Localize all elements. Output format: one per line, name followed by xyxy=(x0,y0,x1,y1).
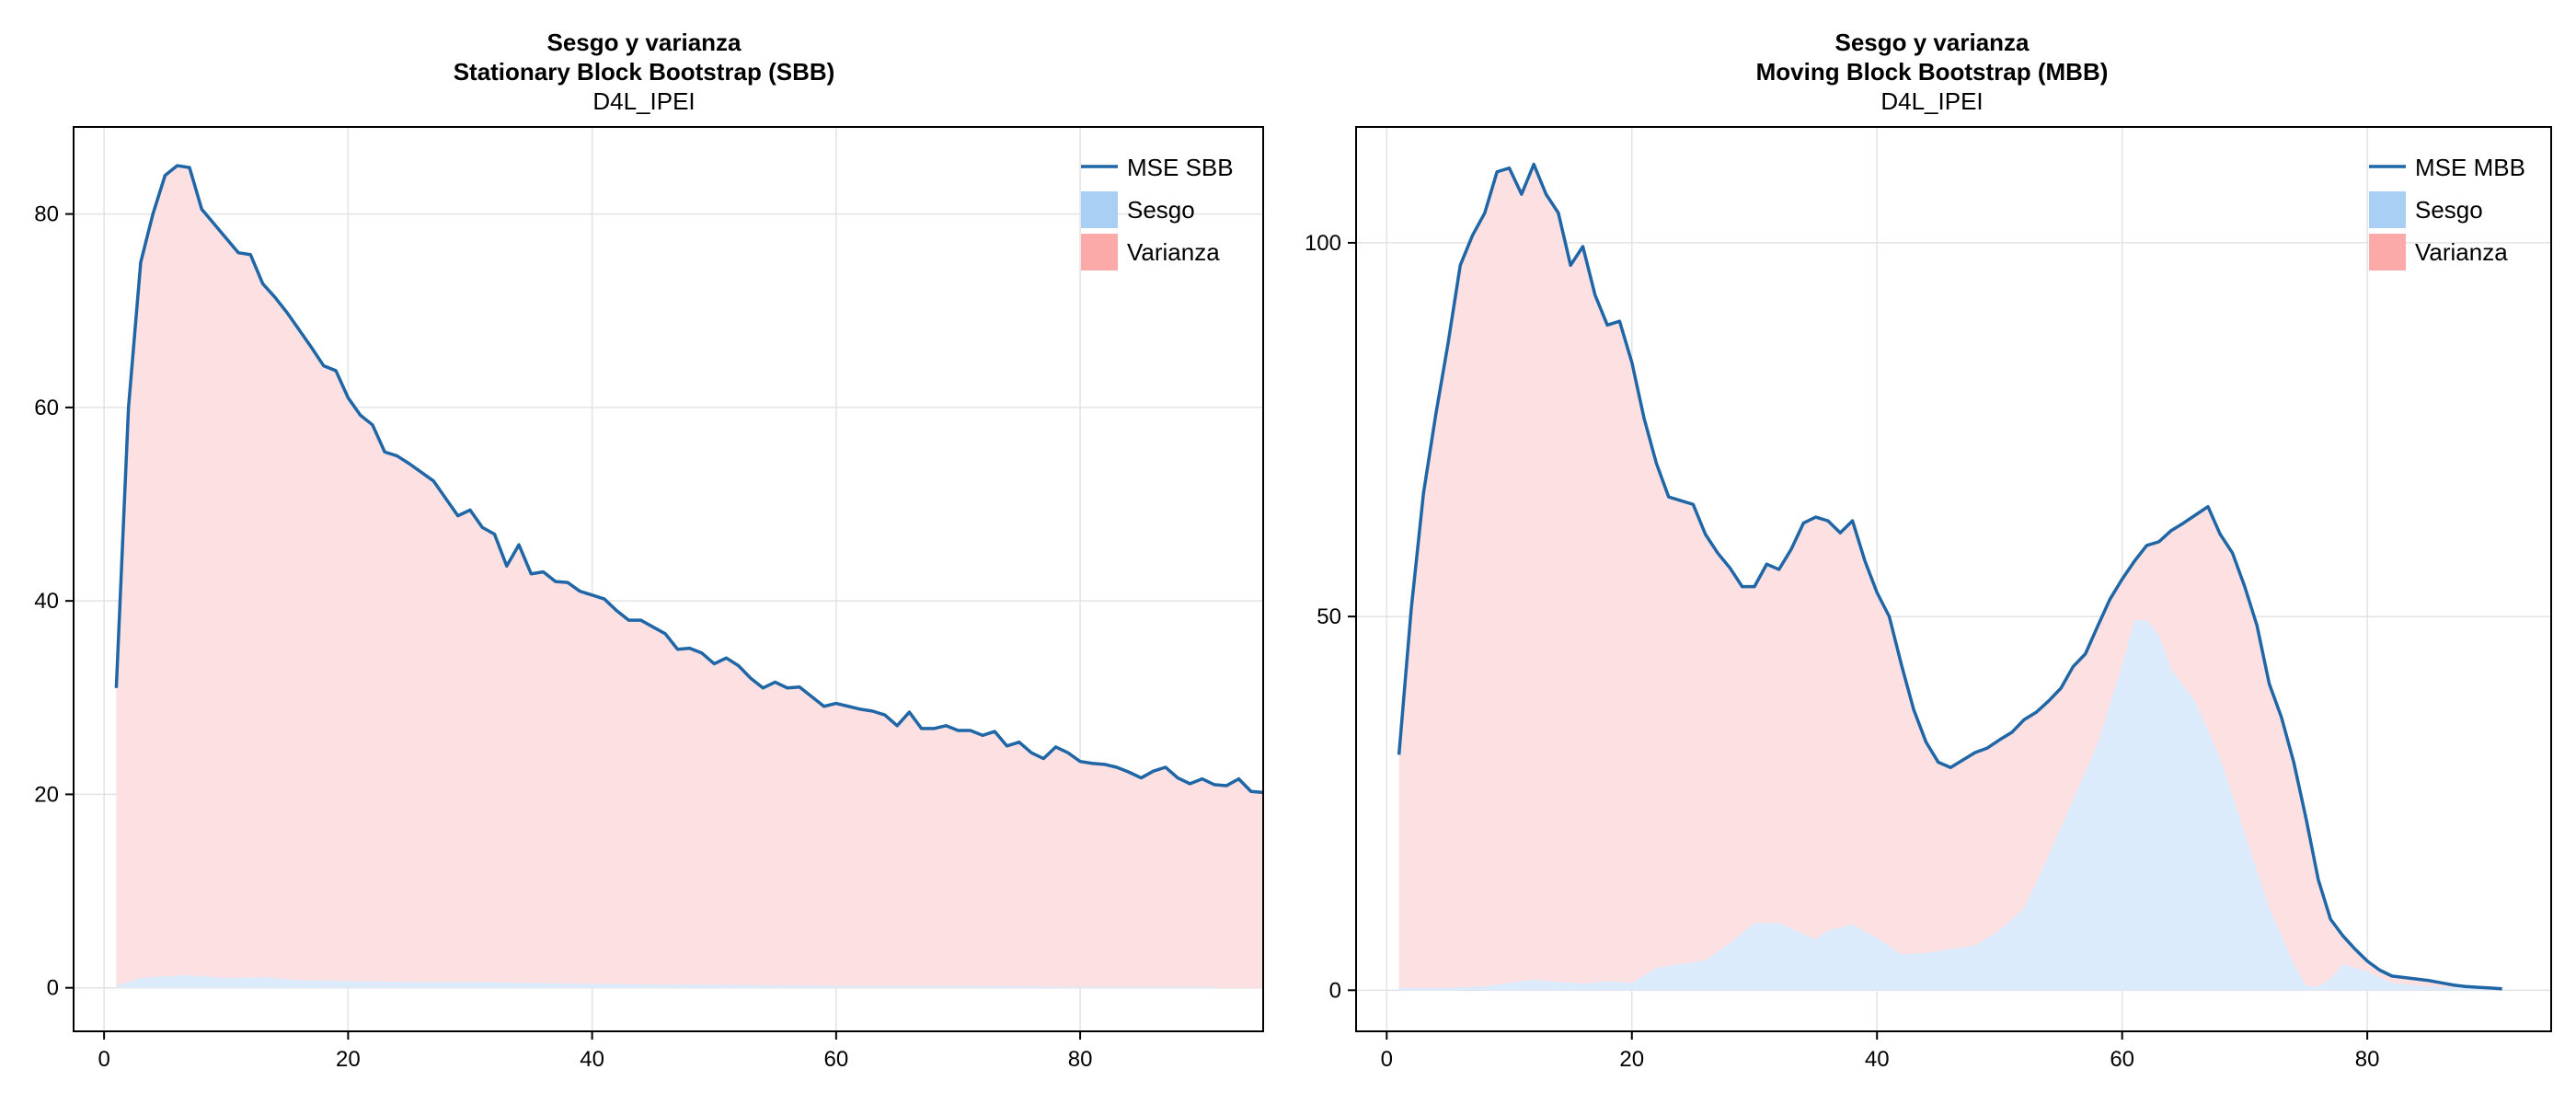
mse-line xyxy=(1397,162,2502,991)
y-tick-label: 50 xyxy=(1317,604,1341,629)
x-tick-label: 0 xyxy=(1381,1047,1393,1072)
chart-svg-sbb: 0 20 40 60 80 0 20 40 60 80 MSE SBB Sesgo Varianza xyxy=(34,126,1264,1072)
bias-area xyxy=(116,975,1214,988)
x-tick-label: 80 xyxy=(2355,1047,2380,1072)
legend-label: Varianza xyxy=(2415,238,2508,266)
chart-subsubtitle: D4L_IPEI xyxy=(1880,87,1984,115)
plot-frame xyxy=(73,126,1264,1032)
x-tick-label: 80 xyxy=(1068,1047,1093,1072)
legend-label: Sesgo xyxy=(1127,196,1195,224)
variance-area xyxy=(116,166,1263,988)
legend-swatch-bias xyxy=(1081,191,1118,228)
chart-titles: Sesgo y varianza Stationary Block Bootst… xyxy=(0,28,1288,116)
legend-swatch-variance xyxy=(1081,234,1118,270)
legend-label: MSE SBB xyxy=(1127,154,1234,181)
x-tick-label: 60 xyxy=(823,1047,848,1072)
y-tick-label: 20 xyxy=(34,782,59,807)
chart-title: Sesgo y varianza xyxy=(546,29,742,56)
variance-area xyxy=(1398,164,2502,991)
x-tick-label: 0 xyxy=(98,1047,109,1072)
y-tick-label: 100 xyxy=(1305,231,1341,256)
chart-panel-sbb: Sesgo y varianza Stationary Block Bootst… xyxy=(0,28,1288,1072)
chart-panel-mbb: Sesgo y varianza Moving Block Bootstrap … xyxy=(1288,0,2576,1104)
chart-subsubtitle: D4L_IPEI xyxy=(592,87,696,115)
x-tick-label: 40 xyxy=(580,1047,604,1072)
x-tick-label: 20 xyxy=(336,1047,361,1072)
bias-area xyxy=(1398,620,2502,991)
y-tick-label: 40 xyxy=(34,589,59,614)
chart-subtitle: Moving Block Bootstrap (MBB) xyxy=(1755,58,2109,86)
x-tick-label: 20 xyxy=(1619,1047,1644,1072)
legend-label: Sesgo xyxy=(2415,196,2483,224)
legend-label: MSE MBB xyxy=(2415,154,2525,181)
x-tick-label: 40 xyxy=(1865,1047,1890,1072)
y-tick-label: 60 xyxy=(34,396,59,420)
legend-swatch-bias xyxy=(2369,191,2406,228)
chart-subtitle: Stationary Block Bootstrap (SBB) xyxy=(453,58,835,86)
y-tick-label: 80 xyxy=(34,202,59,227)
y-tick-label: 0 xyxy=(1329,978,1341,1003)
legend-swatch-variance xyxy=(2369,234,2406,270)
legend: MSE MBB Sesgo Varianza xyxy=(2369,154,2525,270)
chart-title: Sesgo y varianza xyxy=(1834,29,2030,56)
y-tick-label: 0 xyxy=(47,976,59,1001)
legend: MSE SBB Sesgo Varianza xyxy=(1081,154,1234,270)
x-tick-label: 60 xyxy=(2110,1047,2134,1072)
chart-titles: Sesgo y varianza Moving Block Bootstrap … xyxy=(1288,28,2576,116)
chart-svg-mbb: 0 20 40 60 80 0 50 100 MSE MBB Sesgo Varianza xyxy=(1305,126,2552,1072)
legend-label: Varianza xyxy=(1127,238,1220,266)
plot-frame xyxy=(1355,126,2552,1032)
mse-line xyxy=(114,164,1264,795)
